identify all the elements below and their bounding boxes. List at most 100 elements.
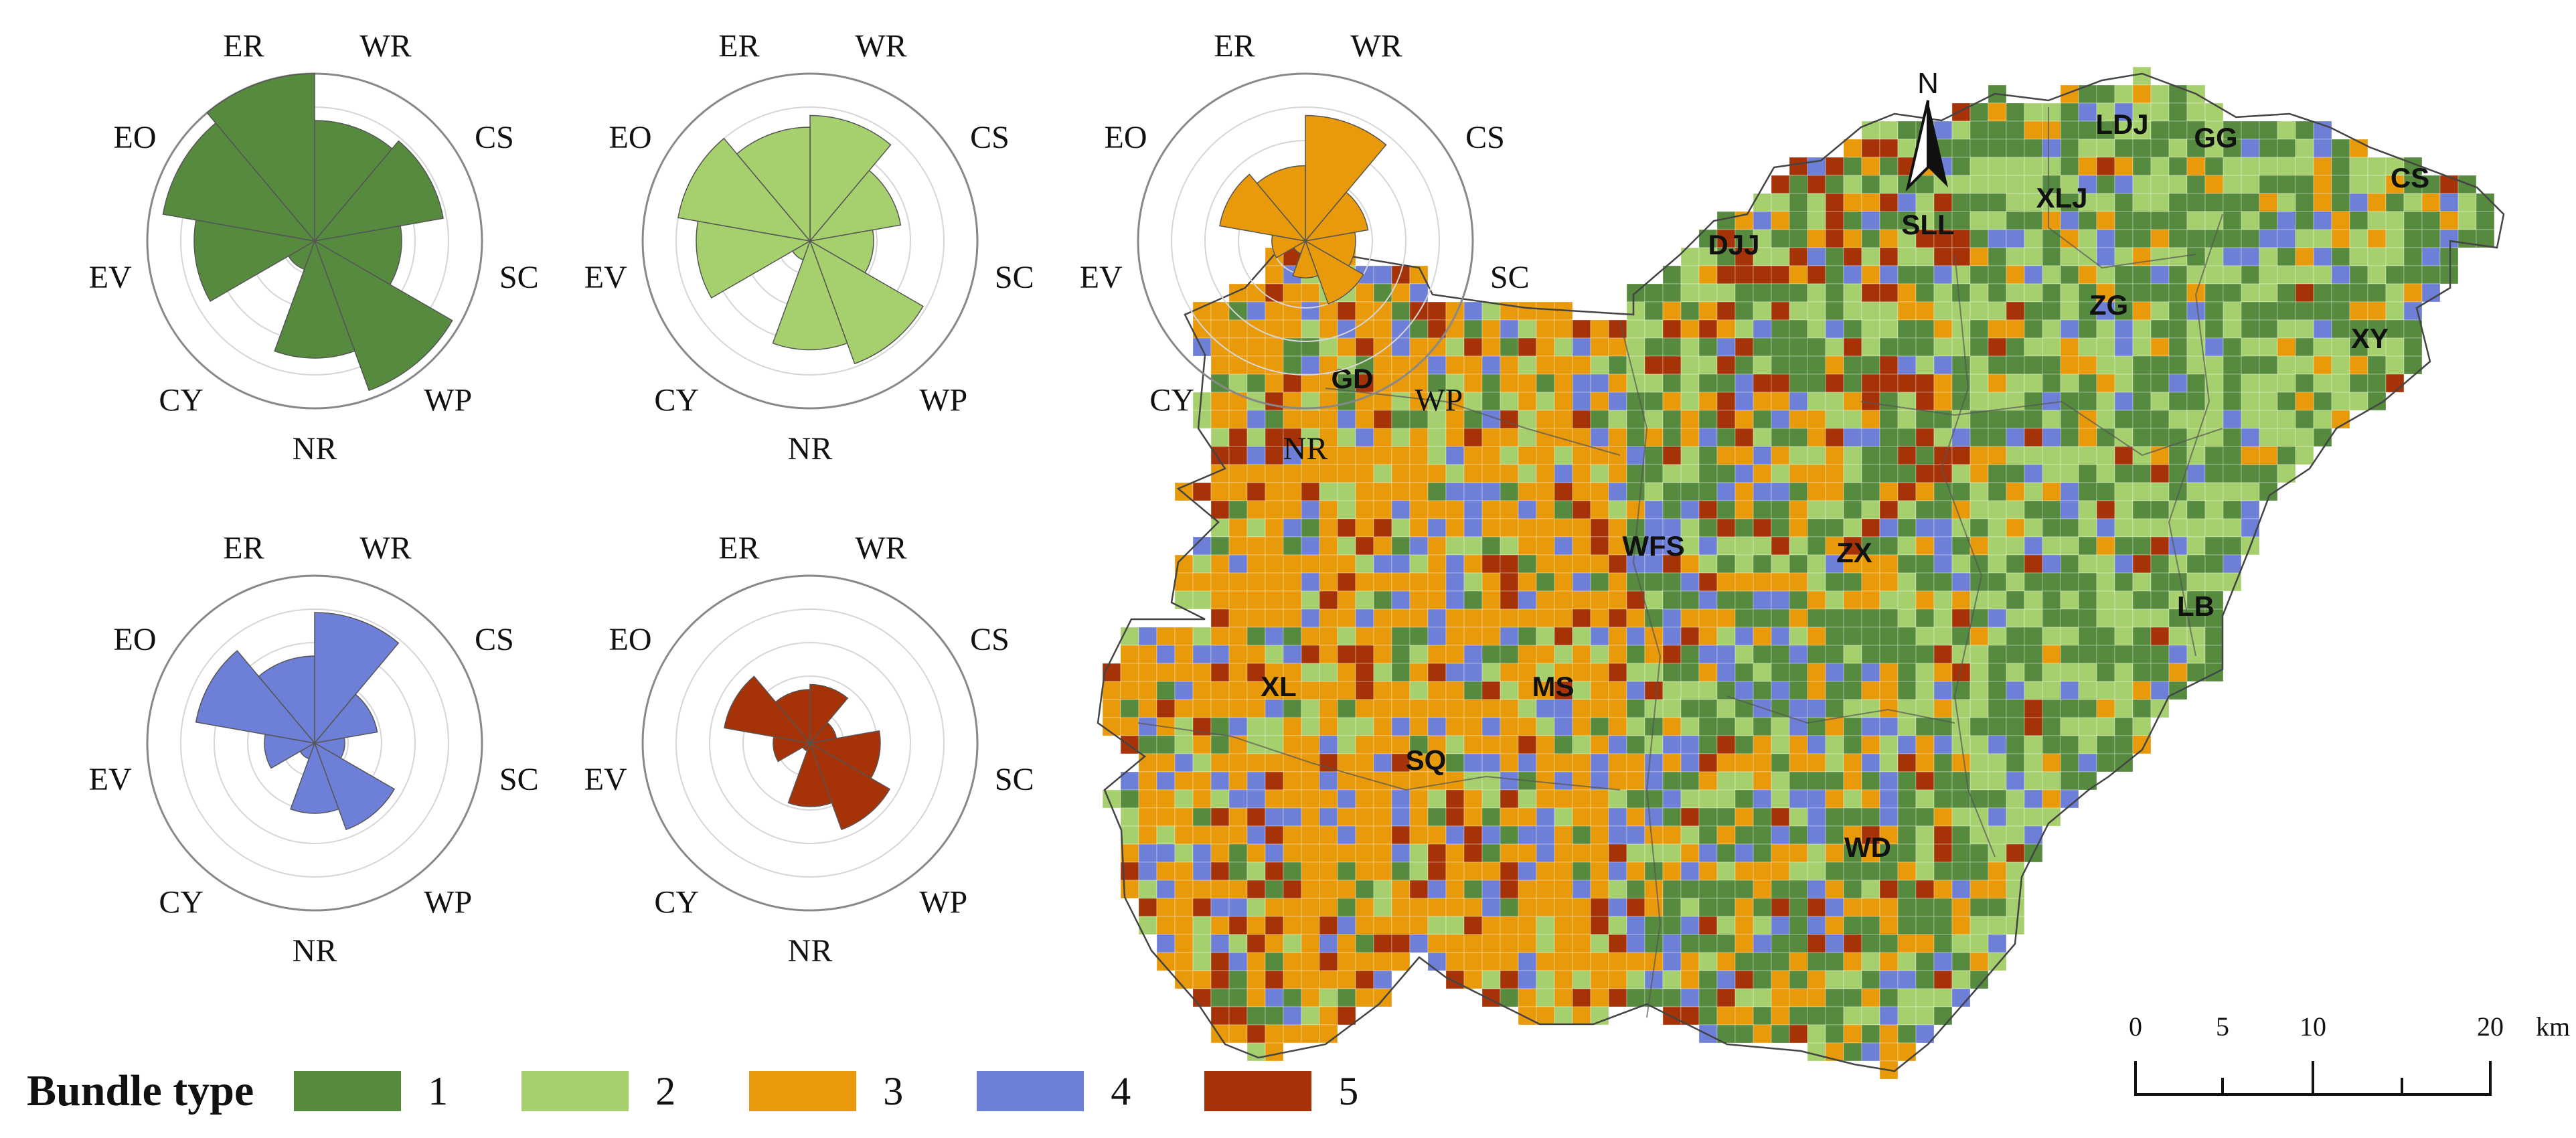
map-cell: [2006, 482, 2025, 501]
map-cell: [1825, 898, 1844, 917]
map-cell: [1698, 880, 1718, 899]
map-cell: [1572, 735, 1591, 754]
map-cell: [1590, 410, 1609, 429]
map-cell: [2132, 464, 2152, 483]
map-cell: [1753, 825, 1772, 845]
rose-1-axis-CY: CY: [159, 382, 204, 418]
map-boundary-6: [1137, 722, 1621, 791]
map-cell: [1373, 862, 1392, 881]
map-cell: [1915, 337, 1935, 357]
map-cell: [1265, 789, 1284, 809]
map-cell: [1355, 572, 1374, 592]
rose-2-sector-EV: [696, 220, 812, 299]
map-cell: [2313, 193, 2332, 212]
map-cell: [1463, 916, 1483, 935]
map-cell: [2078, 536, 2097, 556]
map-cell: [1355, 663, 1374, 682]
map-cell: [1951, 102, 1971, 122]
map-cell: [1716, 663, 1736, 682]
map-cell: [1301, 627, 1320, 646]
map-cell: [1156, 681, 1176, 700]
map-cell: [2186, 211, 2206, 230]
map-cell: [1879, 157, 1899, 176]
map-cell: [1843, 572, 1862, 592]
map-cell: [1843, 337, 1862, 357]
map-cell: [1988, 554, 2007, 574]
map-cell: [1915, 843, 1935, 863]
map-cell: [1698, 590, 1718, 610]
map-cell: [2114, 554, 2134, 574]
map-cell: [1463, 392, 1483, 411]
map-cell: [1518, 572, 1537, 592]
map-cell: [2186, 392, 2206, 411]
map-cell: [1228, 482, 1248, 501]
map-cell: [1246, 898, 1266, 917]
map-cell: [1265, 862, 1284, 881]
map-cell: [1753, 735, 1772, 754]
map-cell: [1626, 645, 1645, 664]
map-cell: [2006, 916, 2025, 935]
map-cell: [2114, 247, 2134, 266]
map-cell: [1698, 862, 1718, 881]
legend-label-2: 2: [655, 1068, 676, 1113]
map-cell: [2006, 211, 2025, 230]
map-cell: [2186, 229, 2206, 248]
map-cell: [2204, 193, 2224, 212]
map-cell: [1590, 355, 1609, 375]
map-cell: [1897, 1042, 1917, 1062]
map-cell: [1554, 699, 1573, 718]
map-cell: [1536, 843, 1555, 863]
map-cell: [2458, 193, 2477, 212]
map-cell: [1481, 500, 1501, 519]
map-cell: [1500, 319, 1519, 339]
map-cell: [1445, 572, 1465, 592]
map-cell: [1210, 536, 1230, 556]
map-cell: [1879, 572, 1899, 592]
map-cell: [1662, 807, 1682, 827]
map-cell: [2150, 283, 2170, 303]
map-cell: [2042, 663, 2061, 682]
map-cell: [2223, 410, 2242, 429]
map-cell: [1138, 627, 1157, 646]
map-cell: [2006, 825, 2025, 845]
map-cell: [1933, 518, 1953, 538]
map-cell: [1536, 663, 1555, 682]
map-cell: [1590, 789, 1609, 809]
map-cell: [1481, 482, 1501, 501]
map-cell: [1463, 862, 1483, 881]
map-cell: [1536, 880, 1555, 899]
map-cell: [1572, 1006, 1591, 1026]
map-cell: [1735, 518, 1754, 538]
map-cell: [2006, 120, 2025, 140]
map-cell: [1138, 862, 1157, 881]
map-cell: [1933, 319, 1953, 339]
map-cell: [1554, 536, 1573, 556]
map-cell: [1716, 735, 1736, 754]
rose-5-sector-WP: [809, 742, 891, 831]
map-cell: [1319, 554, 1338, 574]
map-cell: [1753, 898, 1772, 917]
map-cell: [2168, 283, 2188, 303]
map-cell: [1228, 1006, 1248, 1026]
map-cell: [2096, 337, 2115, 357]
map-cell: [1210, 934, 1230, 953]
map-cell: [1951, 916, 1971, 935]
map-cell: [2078, 229, 2097, 248]
map-cell: [1735, 554, 1754, 574]
map-cell: [1735, 898, 1754, 917]
map-cell: [1174, 934, 1194, 953]
map-cell: [1698, 518, 1718, 538]
map-cell: [1518, 337, 1537, 357]
map-cell: [1626, 627, 1645, 646]
map-cell: [1951, 988, 1971, 1007]
map-cell: [1572, 753, 1591, 773]
map-cell: [1500, 862, 1519, 881]
map-cell: [1753, 554, 1772, 574]
map-cell: [1698, 699, 1718, 718]
rose-2-axis-CS: CS: [970, 120, 1010, 155]
map-cell: [1427, 663, 1447, 682]
map-cell: [1337, 880, 1356, 899]
map-cell: [1735, 247, 1754, 266]
map-cell: [2078, 283, 2097, 303]
